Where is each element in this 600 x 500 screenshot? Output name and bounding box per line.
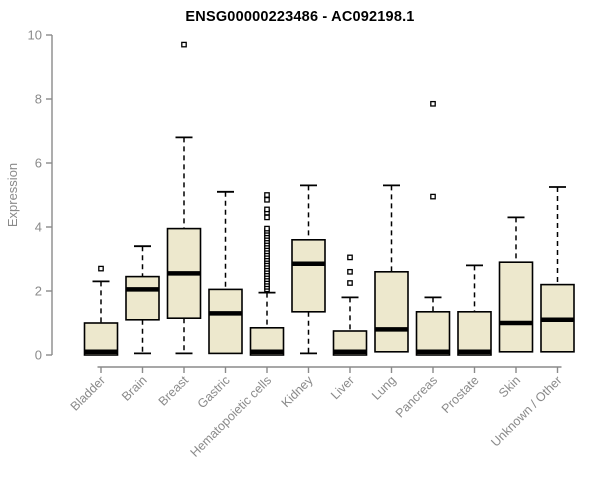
- x-tick-label: Brain: [119, 373, 150, 404]
- box-unknown-other: [540, 186, 575, 353]
- outlier-point: [430, 193, 436, 200]
- box-hematopoietic-cells: [249, 192, 285, 356]
- outlier-point: [347, 268, 353, 275]
- iqr-box: [374, 270, 409, 353]
- outlier-point: [98, 265, 104, 272]
- y-tick-label: 8: [35, 92, 42, 107]
- iqr-box: [457, 310, 492, 356]
- x-tick-label: Lung: [369, 373, 399, 403]
- box-bladder: [83, 265, 119, 356]
- y-tick-label: 4: [35, 220, 42, 235]
- y-axis: 0 2 4 6 8 10: [28, 28, 53, 363]
- outlier-point: [264, 196, 270, 203]
- x-tick-label: Unknown / Other: [488, 373, 564, 449]
- iqr-box: [415, 310, 451, 356]
- iqr-box: [291, 239, 326, 313]
- chart-title: ENSG00000223486 - AC092198.1: [185, 9, 415, 25]
- outlier-point: [264, 214, 270, 221]
- box-pancreas: [415, 100, 451, 356]
- x-tick-label: Kidney: [279, 373, 316, 410]
- y-tick-label: 0: [35, 348, 42, 363]
- iqr-box: [125, 275, 160, 321]
- y-tick-label: 2: [35, 284, 42, 299]
- outlier-point: [264, 192, 270, 198]
- y-axis-title: Expression: [5, 162, 20, 228]
- outlier-point: [264, 225, 270, 232]
- box-liver: [332, 254, 368, 356]
- box-gastric: [208, 190, 243, 355]
- outlier-point: [347, 280, 353, 286]
- iqr-box: [498, 261, 534, 353]
- x-tick-label: Pancreas: [393, 373, 440, 420]
- box-skin: [498, 216, 534, 353]
- y-tick-label: 10: [28, 28, 42, 43]
- outlier-point: [181, 41, 187, 48]
- y-tick-label: 6: [35, 156, 42, 171]
- x-tick-label: Breast: [156, 373, 192, 409]
- outlier-point: [347, 254, 353, 261]
- outlier-point: [264, 206, 270, 213]
- box-breast: [166, 41, 202, 355]
- x-tick-label: Gastric: [195, 373, 233, 411]
- box-kidney: [291, 184, 326, 355]
- x-tick-label: Skin: [496, 373, 523, 400]
- x-tick-label: Hematopoietic cells: [188, 373, 275, 460]
- x-tick-label: Bladder: [68, 373, 108, 413]
- outlier-point: [430, 100, 436, 107]
- box-lung: [374, 184, 409, 353]
- x-tick-label: Liver: [328, 373, 357, 402]
- x-tick-label: Prostate: [439, 373, 482, 416]
- box-prostate: [457, 264, 492, 356]
- box-brain: [125, 245, 160, 355]
- iqr-box: [208, 288, 243, 355]
